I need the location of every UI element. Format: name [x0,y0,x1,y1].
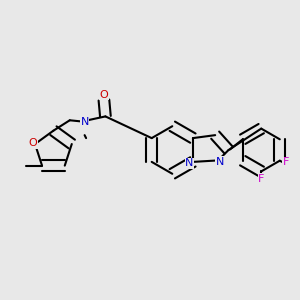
Text: N: N [215,157,224,167]
Text: N: N [185,158,194,168]
Text: O: O [100,90,108,100]
Text: O: O [28,138,37,148]
Text: F: F [258,174,264,184]
Text: F: F [283,157,289,167]
Text: N: N [80,117,89,127]
